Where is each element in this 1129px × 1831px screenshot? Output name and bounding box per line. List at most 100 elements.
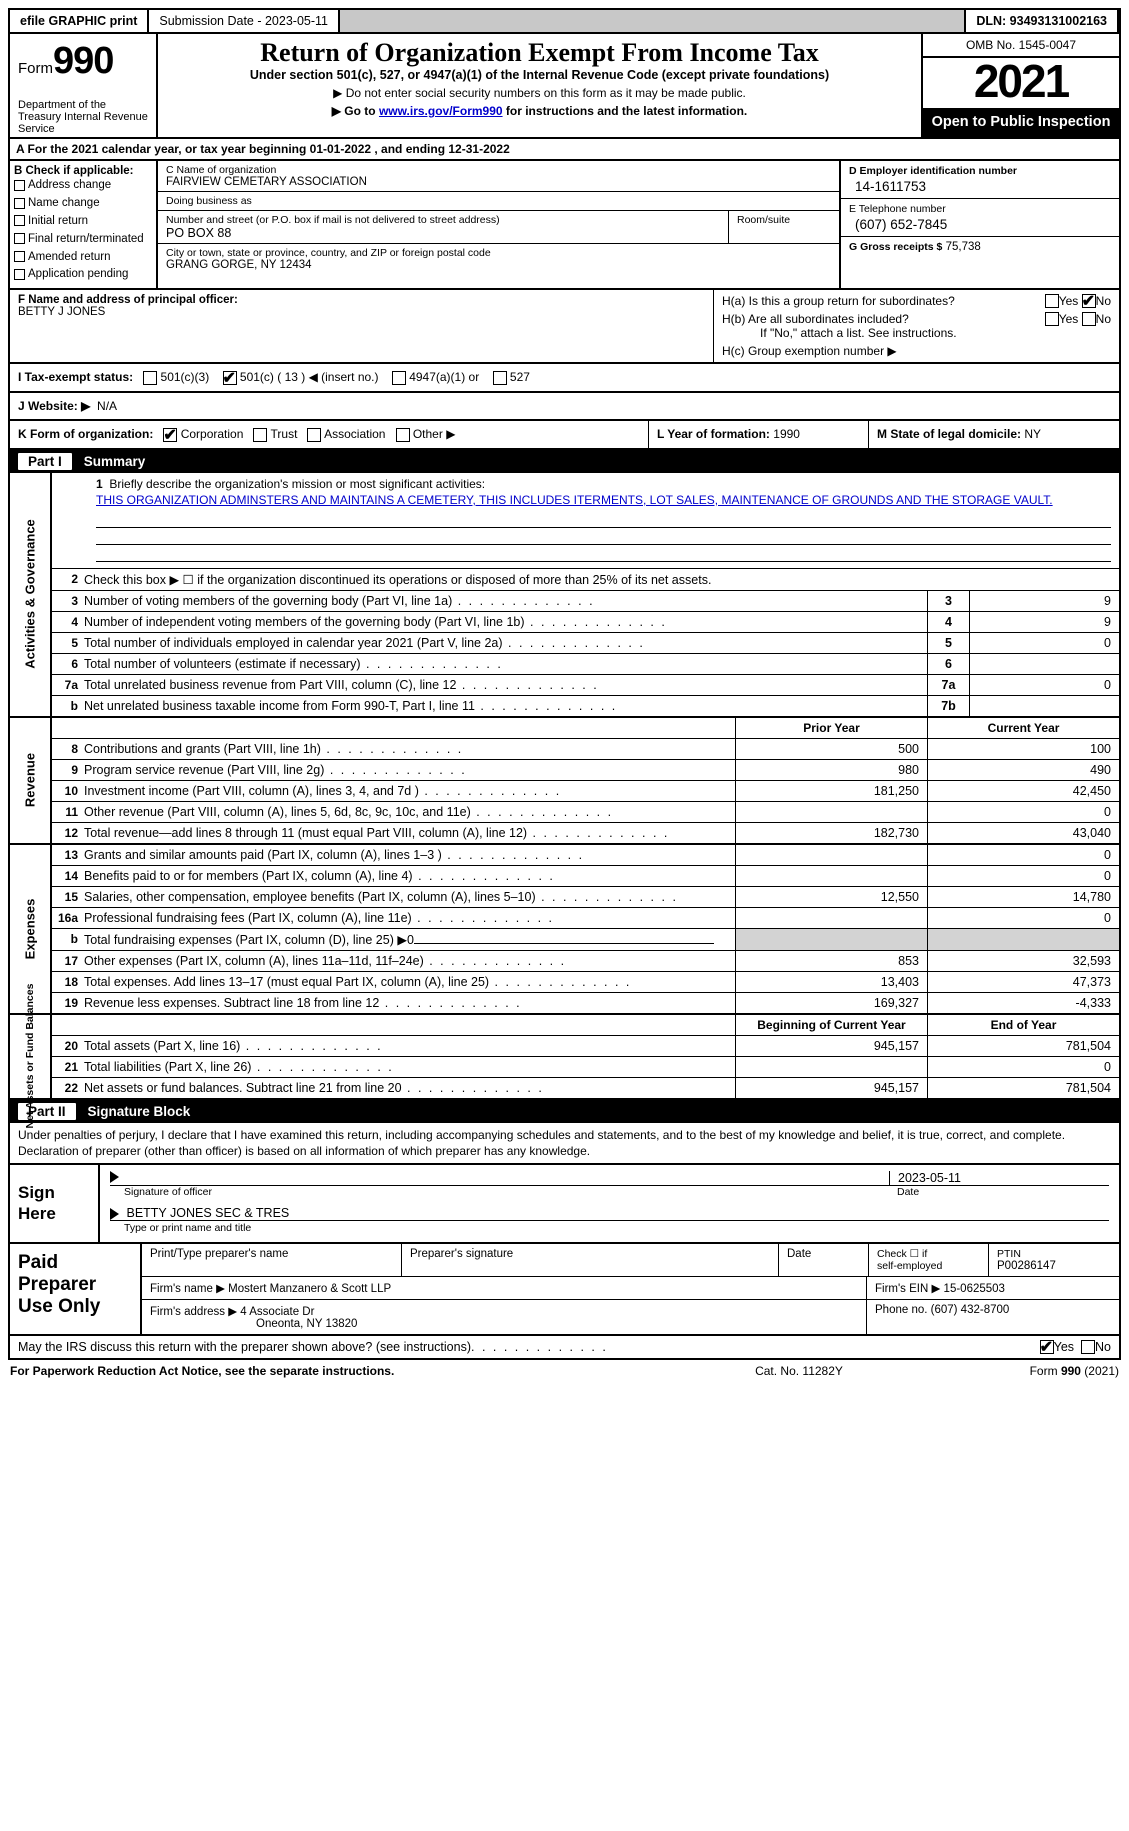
mission-text: THIS ORGANIZATION ADMINSTERS AND MAINTAI…	[96, 491, 1111, 509]
exp-line-text: Professional fundraising fees (Part IX, …	[84, 908, 735, 928]
chk-application-pending[interactable]: Application pending	[14, 266, 152, 284]
tax-year: 2021	[923, 58, 1119, 108]
note-ssn: ▶ Do not enter social security numbers o…	[168, 86, 911, 100]
chk-amended-return[interactable]: Amended return	[14, 249, 152, 267]
page-title: Return of Organization Exempt From Incom…	[168, 38, 911, 68]
tax-exempt-row: I Tax-exempt status: 501(c)(3) 501(c) ( …	[8, 364, 1121, 393]
form-number: Form990	[18, 40, 148, 83]
current-year-head: Current Year	[927, 718, 1119, 738]
prior-year-head: Prior Year	[735, 718, 927, 738]
exp-line-text: Benefits paid to or for members (Part IX…	[84, 866, 735, 886]
ein-value: 14-1611753	[849, 177, 1111, 194]
chk-corporation[interactable]	[163, 428, 177, 442]
top-bar: efile GRAPHIC print Submission Date - 20…	[8, 8, 1121, 34]
part1-header: Part ISummary	[8, 450, 1121, 473]
exp-line-text: Total expenses. Add lines 13–17 (must eq…	[84, 972, 735, 992]
sign-arrow2-icon	[110, 1208, 119, 1220]
date-label: Date	[889, 1186, 1109, 1198]
net-line-text: Net assets or fund balances. Subtract li…	[84, 1078, 735, 1098]
room-label: Room/suite	[737, 214, 831, 226]
paid-preparer-block: Paid Preparer Use Only Print/Type prepar…	[8, 1244, 1121, 1336]
officer-name: BETTY J JONES	[18, 306, 105, 318]
hb-yes[interactable]	[1045, 312, 1059, 326]
prep-name-head: Print/Type preparer's name	[142, 1244, 402, 1276]
rev-line-text: Other revenue (Part VIII, column (A), li…	[84, 802, 735, 822]
chk-initial-return[interactable]: Initial return	[14, 213, 152, 231]
website-row: J Website: ▶ N/A	[8, 393, 1121, 421]
pra-notice: For Paperwork Reduction Act Notice, see …	[10, 1364, 699, 1378]
chk-501c[interactable]	[223, 371, 237, 385]
calendar-year-row: A For the 2021 calendar year, or tax yea…	[8, 139, 1121, 161]
gov-line-text: Number of independent voting members of …	[84, 612, 927, 632]
firm-phone: (607) 432-8700	[931, 1304, 1010, 1316]
part2-header: Part IISignature Block	[8, 1100, 1121, 1123]
beginning-year-head: Beginning of Current Year	[735, 1015, 927, 1035]
exp-line-text: Total fundraising expenses (Part IX, col…	[84, 929, 735, 950]
ha-label: H(a) Is this a group return for subordin…	[722, 294, 1045, 308]
chk-trust[interactable]	[253, 428, 267, 442]
city-value: GRANG GORGE, NY 12434	[166, 259, 831, 271]
chk-address-change[interactable]: Address change	[14, 177, 152, 195]
signer-name-label: Type or print name and title	[110, 1221, 1109, 1234]
org-name-label: C Name of organization	[166, 164, 831, 176]
side-governance: Activities & Governance	[10, 473, 52, 716]
exp-line-text: Revenue less expenses. Subtract line 18 …	[84, 993, 735, 1013]
officer-group-block: F Name and address of principal officer:…	[8, 290, 1121, 364]
signer-name: BETTY JONES SEC & TRES	[126, 1206, 289, 1220]
chk-501c3[interactable]	[143, 371, 157, 385]
firm-addr2: Oneonta, NY 13820	[150, 1318, 357, 1330]
chk-4947[interactable]	[392, 371, 406, 385]
colB-title: B Check if applicable:	[14, 165, 134, 177]
hb-no[interactable]	[1082, 312, 1096, 326]
discuss-yes[interactable]	[1040, 1340, 1054, 1354]
discuss-row: May the IRS discuss this return with the…	[8, 1336, 1121, 1360]
efile-button[interactable]: efile GRAPHIC print	[10, 10, 149, 32]
website-value: N/A	[97, 399, 117, 413]
prep-sig-head: Preparer's signature	[402, 1244, 779, 1276]
sig-officer-label: Signature of officer	[110, 1186, 889, 1198]
net-line-text: Total liabilities (Part X, line 26)	[84, 1057, 735, 1077]
hb-label: H(b) Are all subordinates included?	[722, 312, 1045, 326]
ha-no[interactable]	[1082, 294, 1096, 308]
chk-527[interactable]	[493, 371, 507, 385]
exp-line-text: Grants and similar amounts paid (Part IX…	[84, 845, 735, 865]
ptin-value: P00286147	[997, 1260, 1056, 1272]
hc-label: H(c) Group exemption number ▶	[722, 344, 1111, 358]
cat-number: Cat. No. 11282Y	[699, 1364, 899, 1378]
submission-date: Submission Date - 2023-05-11	[149, 10, 340, 32]
sign-arrow-icon	[110, 1171, 119, 1183]
gov-line-text: Total number of volunteers (estimate if …	[84, 654, 927, 674]
form-ref: Form 990 (2021)	[899, 1364, 1119, 1378]
chk-final-return[interactable]: Final return/terminated	[14, 231, 152, 249]
prep-date-head: Date	[779, 1244, 869, 1276]
dba-label: Doing business as	[166, 195, 831, 207]
end-year-head: End of Year	[927, 1015, 1119, 1035]
addr-label: Number and street (or P.O. box if mail i…	[166, 214, 720, 226]
chk-association[interactable]	[307, 428, 321, 442]
mission-label: Briefly describe the organization's miss…	[109, 477, 485, 491]
discuss-no[interactable]	[1081, 1340, 1095, 1354]
chk-name-change[interactable]: Name change	[14, 195, 152, 213]
part1-body: Activities & Governance 1 Briefly descri…	[8, 473, 1121, 1100]
inspection-badge: Open to Public Inspection	[923, 108, 1119, 137]
net-line-text: Total assets (Part X, line 16)	[84, 1036, 735, 1056]
rev-line-text: Total revenue—add lines 8 through 11 (mu…	[84, 823, 735, 843]
gov-line-text: Total unrelated business revenue from Pa…	[84, 675, 927, 695]
state-domicile: NY	[1024, 427, 1041, 441]
ha-yes[interactable]	[1045, 294, 1059, 308]
prep-selfemp[interactable]: Check ☐ ifself-employed	[869, 1244, 989, 1276]
irs-link[interactable]: www.irs.gov/Form990	[379, 104, 503, 118]
subtitle: Under section 501(c), 527, or 4947(a)(1)…	[168, 68, 911, 82]
gov-line-text: Total number of individuals employed in …	[84, 633, 927, 653]
gross-value: 75,738	[946, 241, 981, 253]
chk-other[interactable]	[396, 428, 410, 442]
dln: DLN: 93493131002163	[964, 10, 1119, 32]
sign-here-block: Sign Here 2023-05-11 Signature of office…	[8, 1165, 1121, 1244]
tel-label: E Telephone number	[849, 203, 1111, 215]
rev-line-text: Investment income (Part VIII, column (A)…	[84, 781, 735, 801]
sign-date: 2023-05-11	[889, 1171, 1109, 1185]
firm-ein: 15-0625503	[944, 1283, 1005, 1295]
ein-label: D Employer identification number	[849, 165, 1111, 177]
org-name: FAIRVIEW CEMETARY ASSOCIATION	[166, 176, 831, 188]
department: Department of the Treasury Internal Reve…	[18, 83, 148, 135]
